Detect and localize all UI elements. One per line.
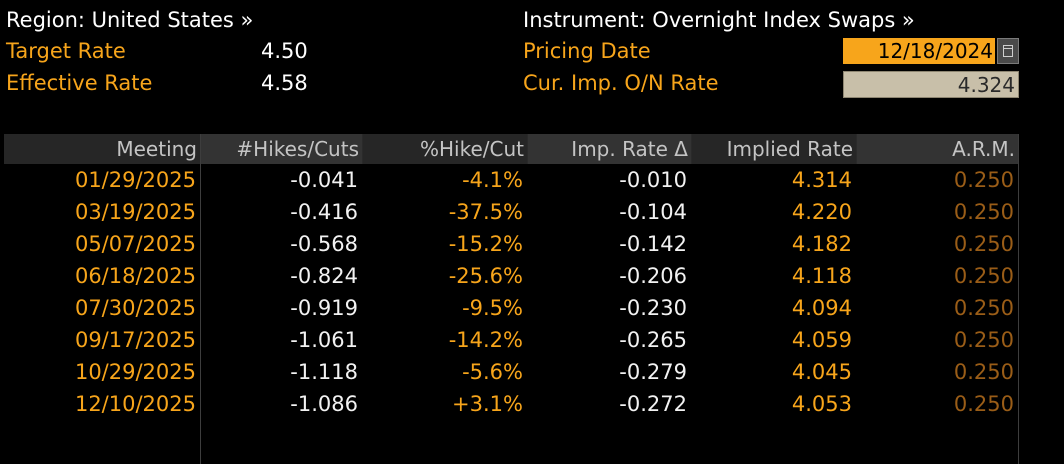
meeting-date-cell: 09/17/2025: [74, 328, 196, 352]
implied-rate-cell: 4.118: [791, 264, 852, 288]
region-selector[interactable]: Region: United States »: [6, 8, 254, 32]
imp-rate-delta-cell: -0.279: [619, 360, 687, 384]
implied-rate-cell: 4.220: [791, 200, 852, 224]
hikes-cuts-cell: -1.118: [290, 360, 358, 384]
calendar-button[interactable]: [997, 38, 1019, 64]
meeting-date-cell: 05/07/2025: [74, 232, 196, 256]
cur-imp-rate-label: Cur. Imp. O/N Rate: [523, 71, 719, 95]
pct-hike-cut-cell: +3.1%: [452, 392, 523, 416]
meeting-date-cell: 03/19/2025: [74, 200, 196, 224]
imp-rate-delta-cell: -0.272: [619, 392, 687, 416]
arm-value-cell: 0.250: [953, 296, 1014, 320]
pct-hike-cut-cell: -15.2%: [448, 232, 523, 256]
instrument-selector[interactable]: Instrument: Overnight Index Swaps »: [523, 8, 915, 32]
hikes-cuts-cell: -1.061: [290, 328, 358, 352]
arm-value-cell: 0.250: [953, 360, 1014, 384]
imp-rate-delta-cell: -0.010: [619, 168, 687, 192]
meeting-date-cell: 06/18/2025: [74, 264, 196, 288]
hikes-cuts-cell: -0.568: [290, 232, 358, 256]
imp-rate-delta-cell: -0.265: [619, 328, 687, 352]
column-divider: [200, 134, 201, 464]
meeting-date-cell: 01/29/2025: [74, 168, 196, 192]
cur-imp-rate-field[interactable]: 4.324: [843, 71, 1019, 98]
col-header-hikes-cuts[interactable]: #Hikes/Cuts: [201, 134, 362, 164]
implied-rate-cell: 4.053: [791, 392, 852, 416]
hikes-cuts-cell: -0.416: [290, 200, 358, 224]
col-header-arm[interactable]: A.R.M.: [857, 134, 1018, 164]
arm-value-cell: 0.250: [953, 392, 1014, 416]
hikes-cuts-cell: -0.824: [290, 264, 358, 288]
implied-rate-cell: 4.059: [791, 328, 852, 352]
calendar-icon: [1003, 45, 1013, 57]
meeting-date-cell: 10/29/2025: [74, 360, 196, 384]
hikes-cuts-cell: -1.086: [290, 392, 358, 416]
implied-rate-cell: 4.314: [791, 168, 852, 192]
col-header-implied-rate[interactable]: Implied Rate: [692, 134, 856, 164]
pct-hike-cut-cell: -25.6%: [448, 264, 523, 288]
imp-rate-delta-cell: -0.230: [619, 296, 687, 320]
meeting-date-cell: 12/10/2025: [74, 392, 196, 416]
target-rate-label: Target Rate: [6, 39, 126, 63]
imp-rate-delta-cell: -0.104: [619, 200, 687, 224]
pct-hike-cut-cell: -5.6%: [462, 360, 523, 384]
pct-hike-cut-cell: -4.1%: [462, 168, 523, 192]
col-header-meeting[interactable]: Meeting: [4, 134, 200, 164]
pct-hike-cut-cell: -9.5%: [462, 296, 523, 320]
meeting-date-cell: 07/30/2025: [74, 296, 196, 320]
col-header-pct-hike-cut[interactable]: %Hike/Cut: [363, 134, 527, 164]
implied-rate-cell: 4.094: [791, 296, 852, 320]
imp-rate-delta-cell: -0.206: [619, 264, 687, 288]
arm-value-cell: 0.250: [953, 328, 1014, 352]
implied-rate-cell: 4.045: [791, 360, 852, 384]
implied-rate-cell: 4.182: [791, 232, 852, 256]
hikes-cuts-cell: -0.919: [290, 296, 358, 320]
arm-value-cell: 0.250: [953, 168, 1014, 192]
col-header-imp-rate-delta[interactable]: Imp. Rate Δ: [528, 134, 691, 164]
pricing-date-input[interactable]: 12/18/2024: [843, 38, 995, 64]
arm-value-cell: 0.250: [953, 200, 1014, 224]
pct-hike-cut-cell: -37.5%: [448, 200, 523, 224]
pricing-date-label: Pricing Date: [523, 39, 651, 63]
target-rate-value: 4.50: [261, 39, 308, 63]
pct-hike-cut-cell: -14.2%: [448, 328, 523, 352]
effective-rate-label: Effective Rate: [6, 71, 153, 95]
arm-value-cell: 0.250: [953, 264, 1014, 288]
hikes-cuts-cell: -0.041: [290, 168, 358, 192]
imp-rate-delta-cell: -0.142: [619, 232, 687, 256]
effective-rate-value: 4.58: [261, 71, 308, 95]
arm-value-cell: 0.250: [953, 232, 1014, 256]
column-divider: [1018, 134, 1019, 464]
